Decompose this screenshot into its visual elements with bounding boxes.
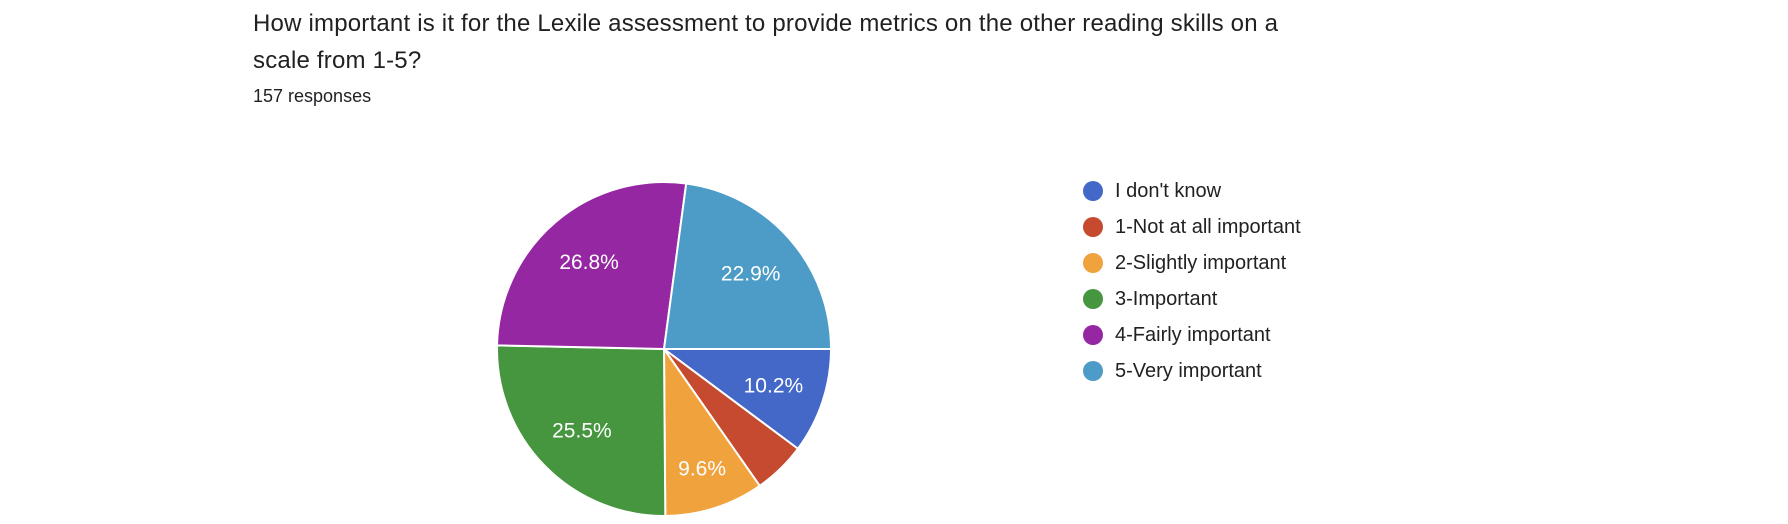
legend-item-label: 5-Very important (1115, 360, 1262, 382)
question-title: How important is it for the Lexile asses… (253, 10, 1279, 74)
legend-color-dot (1083, 253, 1103, 273)
pie-slice-3[interactable] (496, 344, 667, 517)
legend-item-label: 4-Fairly important (1115, 324, 1271, 346)
responses-count: 157 responses (253, 86, 372, 106)
pie-slice-value-label: 25.5% (552, 419, 612, 442)
legend-item-label: 1-Not at all important (1115, 216, 1301, 238)
legend-item-not-at-all-important[interactable]: 1-Not at all important (1083, 209, 1301, 245)
legend-item-label: 3-Important (1115, 288, 1218, 310)
pie-slice-value-label: 26.8% (559, 251, 619, 274)
chart-legend: I don't know 1-Not at all important 2-Sl… (1083, 173, 1301, 389)
pie-slice-2[interactable] (663, 348, 761, 517)
legend-color-dot (1083, 181, 1103, 201)
legend-item-label: I don't know (1115, 180, 1222, 202)
pie-slice-value-label: 22.9% (721, 262, 781, 285)
pie-chart: 10.2% 9.6% 25.5% 26.8% 22.9% (496, 181, 832, 517)
pie-slice-4[interactable] (496, 181, 688, 350)
legend-item-slightly-important[interactable]: 2-Slightly important (1083, 245, 1301, 281)
pie-slice-value-label: 10.2% (744, 375, 804, 398)
legend-color-dot (1083, 361, 1103, 381)
legend-item-i-dont-know[interactable]: I don't know (1083, 173, 1301, 209)
legend-color-dot (1083, 325, 1103, 345)
legend-item-fairly-important[interactable]: 4-Fairly important (1083, 317, 1301, 353)
legend-color-dot (1083, 217, 1103, 237)
legend-item-important[interactable]: 3-Important (1083, 281, 1301, 317)
legend-item-very-important[interactable]: 5-Very important (1083, 353, 1301, 389)
legend-color-dot (1083, 289, 1103, 309)
pie-slice-5[interactable] (663, 182, 832, 350)
pie-slice-0[interactable] (663, 348, 832, 450)
pie-slice-value-label: 9.6% (678, 458, 726, 481)
legend-item-label: 2-Slightly important (1115, 252, 1287, 274)
